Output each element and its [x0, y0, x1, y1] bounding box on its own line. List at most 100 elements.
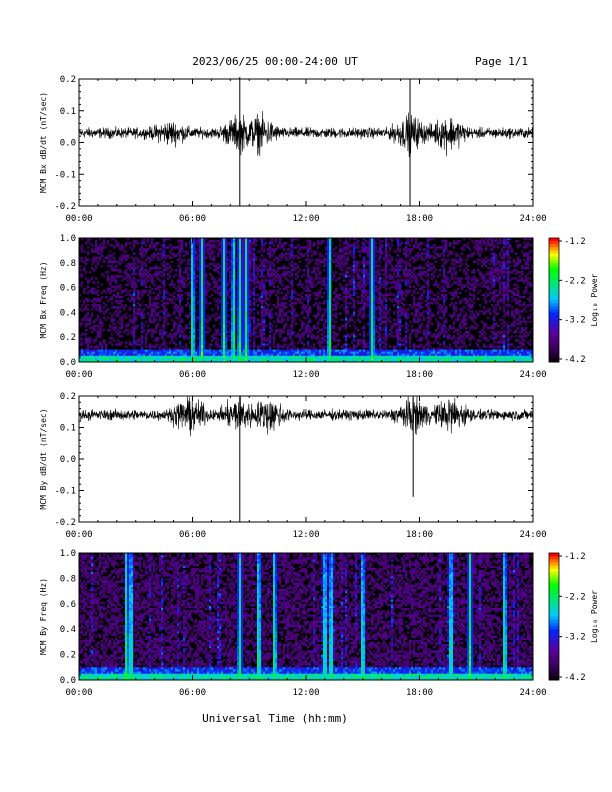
- spectrogram-cell: [333, 333, 336, 336]
- spectrogram-cell: [329, 320, 332, 324]
- spectrogram-cell: [247, 275, 250, 278]
- spectrogram-cell: [127, 273, 130, 276]
- spectrogram-cell: [273, 269, 276, 272]
- spectrogram-cell: [249, 351, 252, 355]
- spectrogram-cell: [241, 275, 244, 278]
- spectrogram-cell: [89, 271, 92, 274]
- spectrogram-cell: [243, 266, 246, 270]
- panels: 0.20.10.0-0.1-0.200:00 06:00 12:00 18:00 24:…: [39, 75, 599, 698]
- spectrogram-cell: [251, 349, 254, 352]
- spectrogram-cell: [123, 289, 126, 293]
- spectrogram-cell: [319, 277, 322, 280]
- spectrogram-cell: [331, 357, 334, 361]
- spectrogram-cell: [157, 312, 160, 315]
- spectrogram-cell: [117, 355, 120, 359]
- spectrogram-cell: [347, 355, 350, 359]
- spectrogram-cell: [269, 343, 272, 346]
- spectrogram-cell: [277, 328, 280, 332]
- spectrogram-cell: [225, 242, 228, 245]
- spectrogram-cell: [361, 283, 364, 286]
- spectrogram-cell: [141, 351, 144, 355]
- spectrogram-cell: [277, 300, 280, 303]
- x-tick-label: 18:00: [406, 214, 433, 224]
- spectrogram-cell: [329, 264, 332, 268]
- spectrogram-cell: [145, 264, 148, 268]
- spectrogram-cell: [325, 335, 328, 338]
- spectrogram-cell: [313, 242, 316, 245]
- spectrogram-cell: [251, 252, 254, 255]
- spectrogram-cell: [161, 275, 164, 278]
- spectrogram-cell: [325, 345, 328, 348]
- spectrogram-cell: [293, 359, 296, 363]
- spectrogram-cell: [335, 312, 338, 315]
- spectrogram-cell: [249, 314, 252, 317]
- spectrogram-cell: [333, 273, 336, 276]
- spectrogram-cell: [291, 293, 294, 297]
- spectrogram-cell: [261, 310, 264, 313]
- spectrogram-cell: [297, 283, 300, 286]
- spectrogram-cell: [95, 318, 98, 321]
- spectrogram-cell: [223, 357, 226, 361]
- spectrogram-cell: [321, 277, 324, 280]
- spectrogram-cell: [209, 256, 212, 259]
- spectrogram-cell: [93, 306, 96, 309]
- spectrogram-cell: [95, 345, 98, 348]
- spectrogram-cell: [155, 339, 158, 342]
- spectrogram-cell: [245, 355, 248, 359]
- spectrogram-cell: [279, 314, 282, 317]
- spectrogram-cell: [259, 264, 262, 268]
- spectrogram-cell: [131, 256, 134, 259]
- spectrogram-cell: [327, 295, 330, 299]
- spectrogram-cell: [231, 339, 234, 342]
- spectrogram-cell: [253, 351, 256, 355]
- spectrogram-cell: [179, 238, 182, 241]
- spectrogram-cell: [121, 351, 124, 355]
- spectrogram-cell: [175, 331, 178, 334]
- spectrogram-cell: [223, 291, 226, 295]
- spectrogram-cell: [113, 256, 116, 259]
- spectrogram-cell: [241, 335, 244, 338]
- spectrogram-cell: [231, 316, 234, 319]
- spectrogram-cell: [303, 308, 306, 311]
- spectrogram-cell: [215, 351, 218, 355]
- spectrogram-cell: [277, 297, 280, 301]
- spectrogram-cell: [349, 357, 352, 361]
- spectrogram-cell: [295, 273, 298, 276]
- spectrogram-cell: [119, 355, 122, 359]
- spectrogram-cell: [249, 326, 252, 330]
- spectrogram-cell: [353, 339, 356, 342]
- spectrogram-cell: [285, 357, 288, 361]
- spectrogram-cell: [83, 308, 86, 311]
- spectrogram-cell: [127, 291, 130, 295]
- spectrogram-cell: [307, 250, 310, 253]
- spectrogram-cell: [141, 244, 144, 247]
- spectrogram-cell: [231, 279, 234, 282]
- spectrogram-cell: [83, 269, 86, 272]
- spectrogram-cell: [233, 318, 236, 321]
- spectrogram-cell: [269, 326, 272, 330]
- spectrogram-cell: [231, 238, 234, 241]
- spectrogram-cell: [141, 252, 144, 255]
- spectrogram-cell: [327, 291, 330, 295]
- spectrogram-cell: [163, 328, 166, 332]
- spectrogram-cell: [345, 256, 348, 259]
- spectrogram-cell: [135, 357, 138, 361]
- spectrogram-cell: [293, 256, 296, 259]
- spectrogram-cell: [97, 335, 100, 338]
- spectrogram-cell: [141, 246, 144, 249]
- spectrogram-cell: [327, 277, 330, 280]
- spectrogram-cell: [369, 335, 372, 338]
- spectrogram-cell: [353, 264, 356, 268]
- spectrogram-cell: [193, 341, 196, 344]
- spectrogram-cell: [129, 264, 132, 268]
- spectrogram-cell: [301, 254, 304, 257]
- spectrogram-cell: [225, 300, 228, 303]
- spectrogram-cell: [315, 351, 318, 355]
- spectrogram-cell: [243, 297, 246, 301]
- spectrogram-cell: [367, 291, 370, 295]
- spectrogram-cell: [257, 250, 260, 253]
- spectrogram-cell: [199, 254, 202, 257]
- spectrogram-cell: [153, 353, 156, 357]
- spectrogram-cell: [367, 254, 370, 257]
- spectrogram-cell: [97, 314, 100, 317]
